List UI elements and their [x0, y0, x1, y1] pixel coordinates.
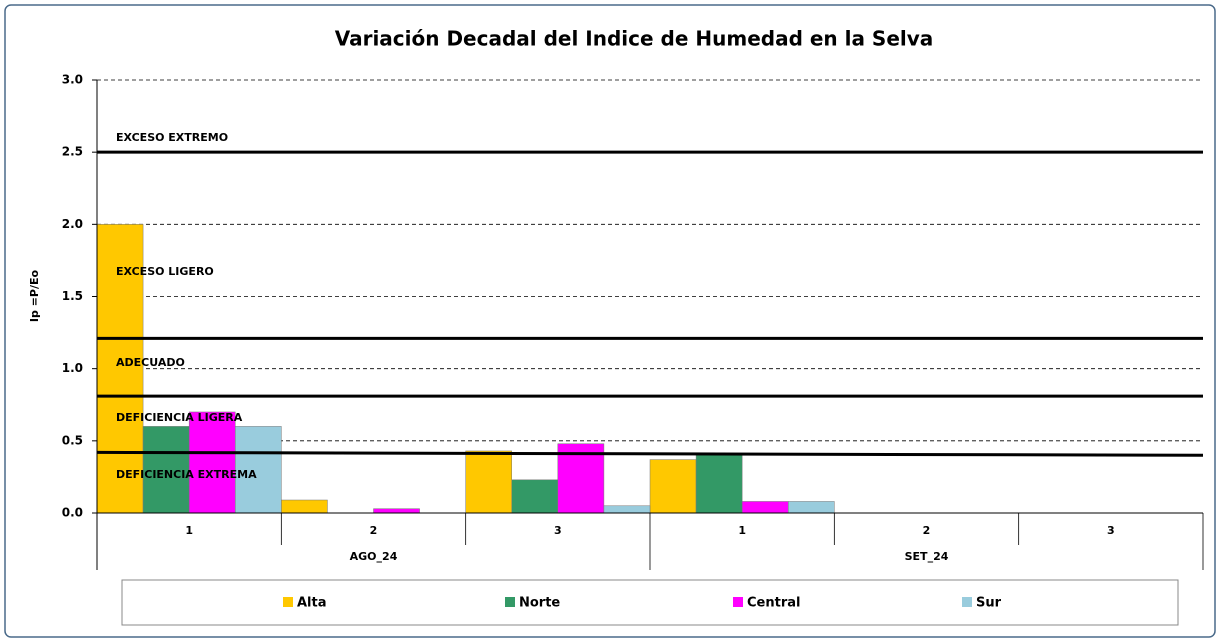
zone-label: ADECUADO — [116, 356, 185, 369]
y-tick-label: 1.5 — [62, 289, 83, 303]
legend-label: Central — [747, 596, 800, 611]
reference-line — [96, 450, 1204, 457]
bar — [511, 479, 559, 514]
x-tick-label: 1 — [738, 524, 746, 537]
y-tick-label: 2.0 — [62, 217, 83, 231]
legend-label: Sur — [976, 596, 1002, 611]
chart-title: Variación Decadal del Indice de Humedad … — [335, 27, 934, 51]
x-tick-label: 3 — [554, 524, 562, 537]
bar — [557, 443, 605, 514]
x-tick-label: 3 — [1107, 524, 1115, 537]
bar — [373, 508, 420, 514]
x-tick-label: 2 — [923, 524, 931, 537]
y-tick-label: 3.0 — [62, 73, 83, 87]
x-tick-label: 2 — [370, 524, 378, 537]
zone-label: DEFICIENCIA LIGERA — [116, 411, 243, 424]
legend-swatch — [962, 597, 972, 607]
bar — [788, 501, 835, 514]
bar — [281, 499, 328, 514]
bar — [741, 501, 789, 514]
y-tick-label: 1.0 — [62, 361, 83, 375]
y-tick-label: 2.5 — [62, 145, 83, 159]
legend-swatch — [283, 597, 293, 607]
x-tick-label: 1 — [185, 524, 193, 537]
zone-label: EXCESO EXTREMO — [116, 131, 228, 144]
zone-label: EXCESO LIGERO — [116, 265, 214, 278]
legend-swatch — [733, 597, 743, 607]
frame — [4, 4, 1216, 638]
bar — [649, 459, 697, 514]
y-tick-label: 0.0 — [62, 506, 83, 520]
bar — [603, 505, 651, 514]
zone-label: DEFICIENCIA EXTREMA — [116, 468, 257, 481]
bar — [142, 426, 190, 514]
legend-box — [121, 579, 1179, 626]
bar — [695, 453, 743, 514]
x-group-label: SET_24 — [905, 550, 949, 563]
legend-label: Norte — [519, 596, 560, 611]
y-axis-label: Ip =P/Eo — [28, 269, 41, 322]
y-tick-label: 0.5 — [62, 433, 83, 447]
bar — [188, 411, 236, 514]
legend-label: Alta — [297, 596, 327, 611]
bar — [465, 450, 512, 514]
legend-swatch — [505, 597, 515, 607]
bar — [96, 224, 144, 514]
bar — [235, 426, 282, 514]
x-group-label: AGO_24 — [350, 550, 398, 563]
